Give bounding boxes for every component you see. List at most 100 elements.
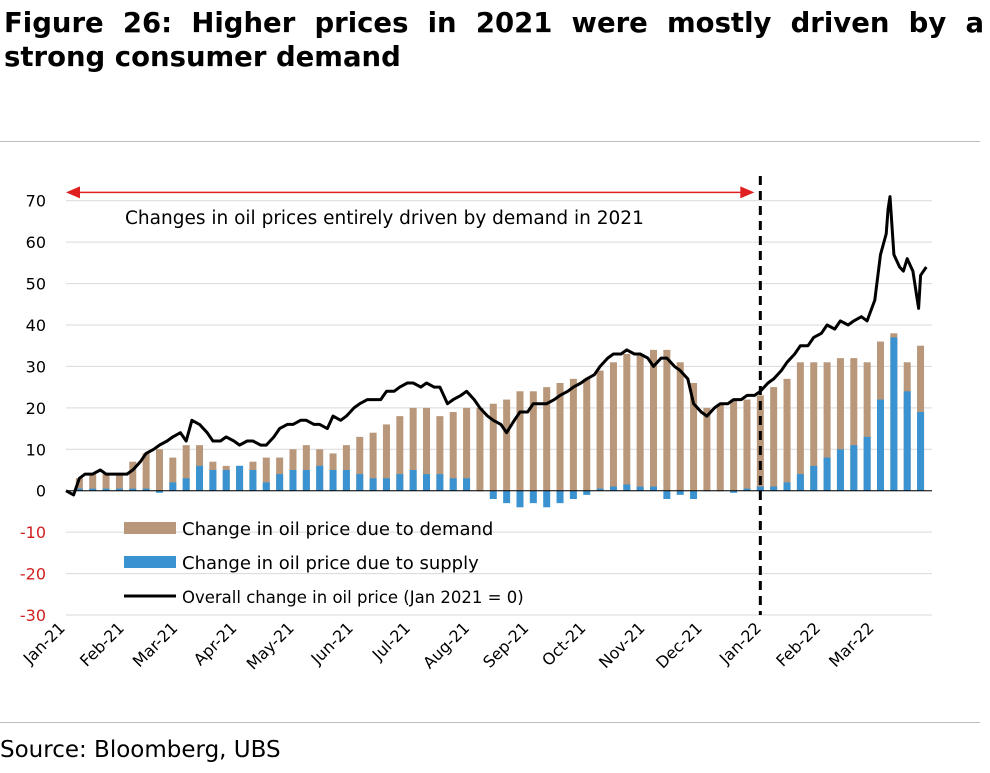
supply-bar [463, 478, 471, 491]
demand-bar [703, 407, 711, 491]
supply-bar [783, 482, 791, 491]
supply-bar [756, 486, 764, 491]
supply-bar [369, 478, 377, 491]
demand-bar [129, 461, 137, 491]
top-divider [0, 141, 980, 142]
supply-bar [810, 465, 818, 491]
y-tick-label: 10 [26, 440, 46, 459]
x-tick-label: Jul-21 [368, 618, 414, 664]
x-tick-label: Mar-21 [129, 618, 182, 671]
supply-bar [409, 470, 417, 491]
legend: Change in oil price due to demand Change … [124, 519, 524, 607]
supply-bar [89, 488, 97, 491]
legend-swatch [124, 556, 176, 568]
supply-bar [436, 474, 444, 491]
supply-bar [102, 488, 110, 491]
x-tick-label: Jan-21 [19, 618, 69, 668]
y-tick-label: 50 [26, 275, 46, 294]
supply-bar [196, 465, 204, 491]
demand-bar [770, 387, 778, 491]
supply-bar [796, 474, 804, 491]
demand-bar [743, 399, 751, 491]
x-tick-label: Jan-22 [715, 618, 765, 668]
supply-bar [289, 470, 297, 491]
demand-bar [409, 407, 417, 491]
demand-bar [836, 358, 844, 491]
x-tick-label: Mar-22 [825, 618, 878, 671]
supply-bar [730, 490, 738, 493]
legend-label: Change in oil price due to demand [182, 519, 493, 540]
x-tick-label: Feb-22 [772, 618, 824, 670]
supply-bar [850, 445, 858, 491]
supply-bar [596, 488, 604, 491]
supply-bar [836, 449, 844, 491]
demand-bar [796, 362, 804, 491]
supply-bar [155, 490, 163, 493]
supply-bar [396, 474, 404, 491]
bottom-divider [0, 722, 980, 723]
supply-bar [115, 488, 123, 491]
demand-bar [436, 416, 444, 491]
supply-bar [903, 391, 911, 491]
demand-bar [155, 449, 163, 491]
supply-bar [209, 470, 217, 491]
supply-bar [543, 490, 551, 508]
demand-bar [863, 362, 871, 491]
line-series [65, 195, 928, 497]
supply-bar [503, 490, 511, 504]
supply-bar [890, 337, 898, 491]
demand-bar [396, 416, 404, 491]
y-tick-label: -20 [20, 565, 46, 584]
demand-bar [730, 399, 738, 491]
supply-bar [623, 484, 631, 491]
demand-bar [423, 407, 431, 491]
x-tick-label: Nov-21 [595, 618, 649, 672]
y-tick-label: 30 [26, 357, 46, 376]
demand-bar [503, 399, 511, 491]
demand-bar [663, 349, 671, 491]
x-tick-label: Sep-21 [479, 618, 532, 671]
demand-bar [262, 457, 270, 491]
x-tick-label: Jun-21 [307, 618, 357, 668]
supply-bar [449, 478, 457, 491]
supply-bar [663, 490, 671, 499]
annotation-text: Changes in oil prices entirely driven by… [125, 208, 644, 229]
demand-bar [115, 474, 123, 491]
demand-bar [182, 445, 190, 491]
supply-bar [863, 436, 871, 491]
supply-bar [329, 470, 337, 491]
y-tick-label: 40 [26, 316, 46, 335]
demand-bar [650, 349, 658, 491]
bar-series [75, 333, 925, 508]
supply-bar [917, 412, 925, 491]
supply-bar [569, 490, 577, 499]
demand-bar [783, 378, 791, 491]
supply-bar [129, 488, 137, 491]
supply-bar [529, 490, 537, 504]
supply-bar [262, 482, 270, 491]
supply-bar [876, 399, 884, 491]
supply-bar [342, 470, 350, 491]
supply-bar [316, 465, 324, 491]
demand-bar [690, 383, 698, 491]
demand-bar [356, 436, 364, 491]
demand-bar [823, 362, 831, 491]
demand-bar [102, 474, 110, 491]
supply-bar [356, 474, 364, 491]
demand-bar [810, 362, 818, 491]
figure-title: Figure 26: Higher prices in 2021 were mo… [4, 7, 984, 73]
source-note: Source: Bloomberg, UBS [0, 737, 281, 763]
demand-bar [382, 424, 390, 491]
overall-price-line [65, 195, 928, 497]
y-tick-label: 20 [26, 399, 46, 418]
y-tick-label: 70 [26, 192, 46, 211]
supply-bar [556, 490, 564, 504]
supply-bar [609, 486, 617, 491]
demand-bar [476, 407, 484, 491]
demand-bar [142, 453, 150, 491]
demand-bar [529, 391, 537, 491]
demand-bar [169, 457, 177, 491]
demand-bar [756, 395, 764, 491]
supply-bar [423, 474, 431, 491]
